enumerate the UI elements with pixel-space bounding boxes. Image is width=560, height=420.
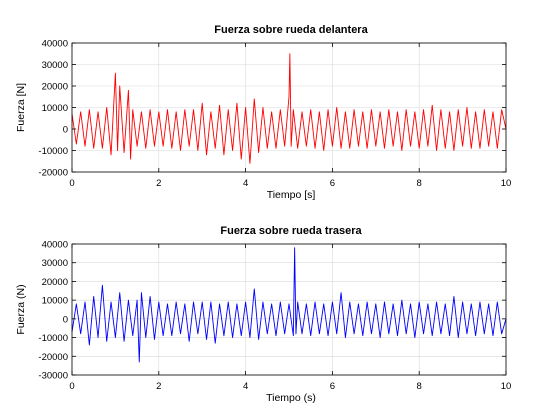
chart-2-x-axis-label: Tiempo (s) [266,392,316,404]
chart-1-x-tick-label-2: 4 [243,178,248,189]
chart-1-y-tick-label-2: 0 [63,125,68,136]
chart-2-x-tick-label-5: 10 [501,381,512,392]
chart-2-y-tick-label-1: -20000 [38,352,68,363]
chart-1-series-line-0 [71,53,507,164]
chart-1-x-tick-label-3: 6 [330,178,335,189]
chart-1-x-tick-label-5: 10 [501,178,512,189]
chart-2-plot-area [72,244,506,375]
chart-1-y-tick-label-3: 10000 [42,103,68,114]
chart-2-y-tick-label-5: 20000 [42,277,68,288]
chart-1-y-tick-label-1: -10000 [38,146,68,157]
chart-1-y-tick-label-6: 40000 [42,39,68,50]
chart-2-y-tick-label-6: 30000 [42,258,68,269]
chart-2-title: Fuerza sobre rueda trasera [220,225,362,237]
chart-2-x-tick-label-0: 0 [69,381,74,392]
chart-2-x-tick-label-3: 6 [330,381,335,392]
chart-2-y-tick-label-3: 0 [63,314,68,325]
chart-1-y-tick-label-0: -20000 [38,168,68,179]
chart-2-y-axis-label: Fuerza (N) [15,284,27,334]
chart-1-x-tick-label-4: 8 [417,178,422,189]
chart-1-x-tick-label-0: 0 [69,178,74,189]
chart-1-y-tick-label-4: 20000 [42,82,68,93]
chart-2-y-tick-label-0: -30000 [38,371,68,382]
chart-1-x-axis-label: Tiempo [s] [267,189,316,201]
chart-2-series-line-0 [71,247,507,363]
chart-1-y-axis-label: Fuerza [N] [15,83,27,132]
chart-1-x-tick-label-1: 2 [156,178,161,189]
chart-2-x-tick-label-1: 2 [156,381,161,392]
chart-2-axes-frame [71,243,507,376]
chart-1-title: Fuerza sobre rueda delantera [214,24,368,36]
chart-2-y-tick-label-4: 10000 [42,296,68,307]
chart-2-y-tick-label-2: -10000 [38,333,68,344]
chart-1-y-tick-label-5: 30000 [42,60,68,71]
chart-2-x-tick-label-4: 8 [417,381,422,392]
chart-2-x-tick-label-2: 4 [243,381,248,392]
chart-2-y-tick-label-7: 40000 [42,240,68,251]
